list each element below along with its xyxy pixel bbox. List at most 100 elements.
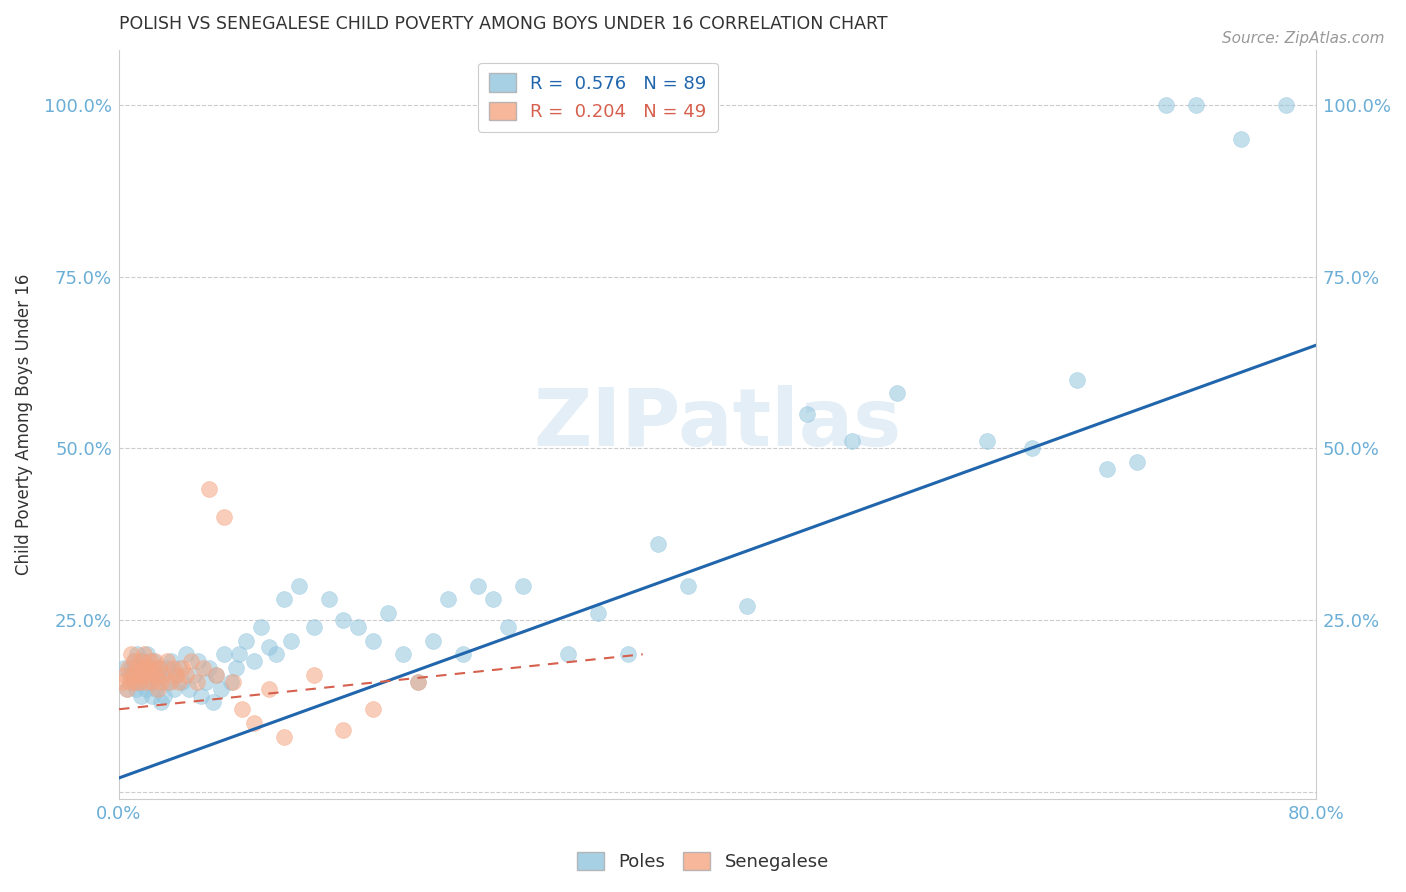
Legend: Poles, Senegalese: Poles, Senegalese [569, 845, 837, 879]
Point [156, 654, 179, 668]
Point [212, 509, 235, 524]
Point [676, 579, 699, 593]
Point [148, 661, 170, 675]
Point [167, 674, 190, 689]
Point [1095, 462, 1118, 476]
Point [1125, 455, 1147, 469]
Point [136, 648, 159, 662]
Point [205, 668, 228, 682]
Point [180, 654, 202, 668]
Point [280, 633, 302, 648]
Point [111, 674, 134, 689]
Point [149, 695, 172, 709]
Point [467, 579, 489, 593]
Text: ZIPatlas: ZIPatlas [533, 385, 901, 463]
Point [202, 695, 225, 709]
Point [118, 668, 141, 682]
Point [163, 681, 186, 696]
Point [131, 689, 153, 703]
Point [617, 648, 640, 662]
Point [129, 661, 152, 675]
Point [647, 537, 669, 551]
Point [363, 702, 385, 716]
Point [135, 681, 157, 696]
Point [124, 674, 146, 689]
Point [128, 668, 150, 682]
Point [134, 648, 156, 662]
Point [332, 723, 354, 737]
Point [118, 674, 141, 689]
Point [250, 620, 273, 634]
Point [205, 668, 228, 682]
Point [165, 668, 187, 682]
Point [170, 674, 193, 689]
Point [235, 633, 257, 648]
Point [149, 674, 172, 689]
Point [138, 674, 160, 689]
Text: POLISH VS SENEGALESE CHILD POVERTY AMONG BOYS UNDER 16 CORRELATION CHART: POLISH VS SENEGALESE CHILD POVERTY AMONG… [120, 15, 887, 33]
Point [222, 674, 245, 689]
Point [124, 681, 146, 696]
Point [886, 386, 908, 401]
Point [302, 620, 325, 634]
Point [157, 674, 180, 689]
Point [976, 434, 998, 449]
Point [242, 654, 264, 668]
Point [557, 648, 579, 662]
Point [121, 674, 143, 689]
Point [190, 689, 212, 703]
Point [377, 606, 399, 620]
Point [482, 592, 505, 607]
Point [122, 654, 145, 668]
Point [422, 633, 444, 648]
Point [496, 620, 519, 634]
Point [796, 407, 818, 421]
Point [120, 648, 142, 662]
Point [302, 668, 325, 682]
Point [115, 681, 138, 696]
Point [183, 668, 205, 682]
Point [1185, 97, 1208, 112]
Point [231, 702, 253, 716]
Point [153, 668, 176, 682]
Point [135, 674, 157, 689]
Point [146, 681, 169, 696]
Point [112, 661, 135, 675]
Point [512, 579, 534, 593]
Point [191, 661, 214, 675]
Point [134, 668, 156, 682]
Point [586, 606, 609, 620]
Point [138, 668, 160, 682]
Point [176, 648, 198, 662]
Point [287, 579, 309, 593]
Point [451, 648, 474, 662]
Point [1021, 441, 1043, 455]
Point [141, 674, 163, 689]
Point [219, 674, 242, 689]
Point [120, 661, 142, 675]
Point [125, 648, 148, 662]
Point [167, 661, 190, 675]
Point [142, 661, 165, 675]
Point [209, 681, 232, 696]
Point [132, 661, 155, 675]
Point [146, 674, 169, 689]
Point [131, 654, 153, 668]
Point [165, 668, 187, 682]
Point [187, 654, 209, 668]
Point [363, 633, 385, 648]
Point [136, 661, 159, 675]
Point [122, 668, 145, 682]
Point [242, 716, 264, 731]
Point [117, 661, 139, 675]
Point [408, 674, 430, 689]
Legend: R =  0.576   N = 89, R =  0.204   N = 49: R = 0.576 N = 89, R = 0.204 N = 49 [478, 62, 717, 132]
Point [162, 661, 184, 675]
Point [1230, 132, 1253, 146]
Point [122, 654, 145, 668]
Point [257, 640, 280, 655]
Point [125, 661, 148, 675]
Point [257, 681, 280, 696]
Point [129, 674, 152, 689]
Point [143, 654, 166, 668]
